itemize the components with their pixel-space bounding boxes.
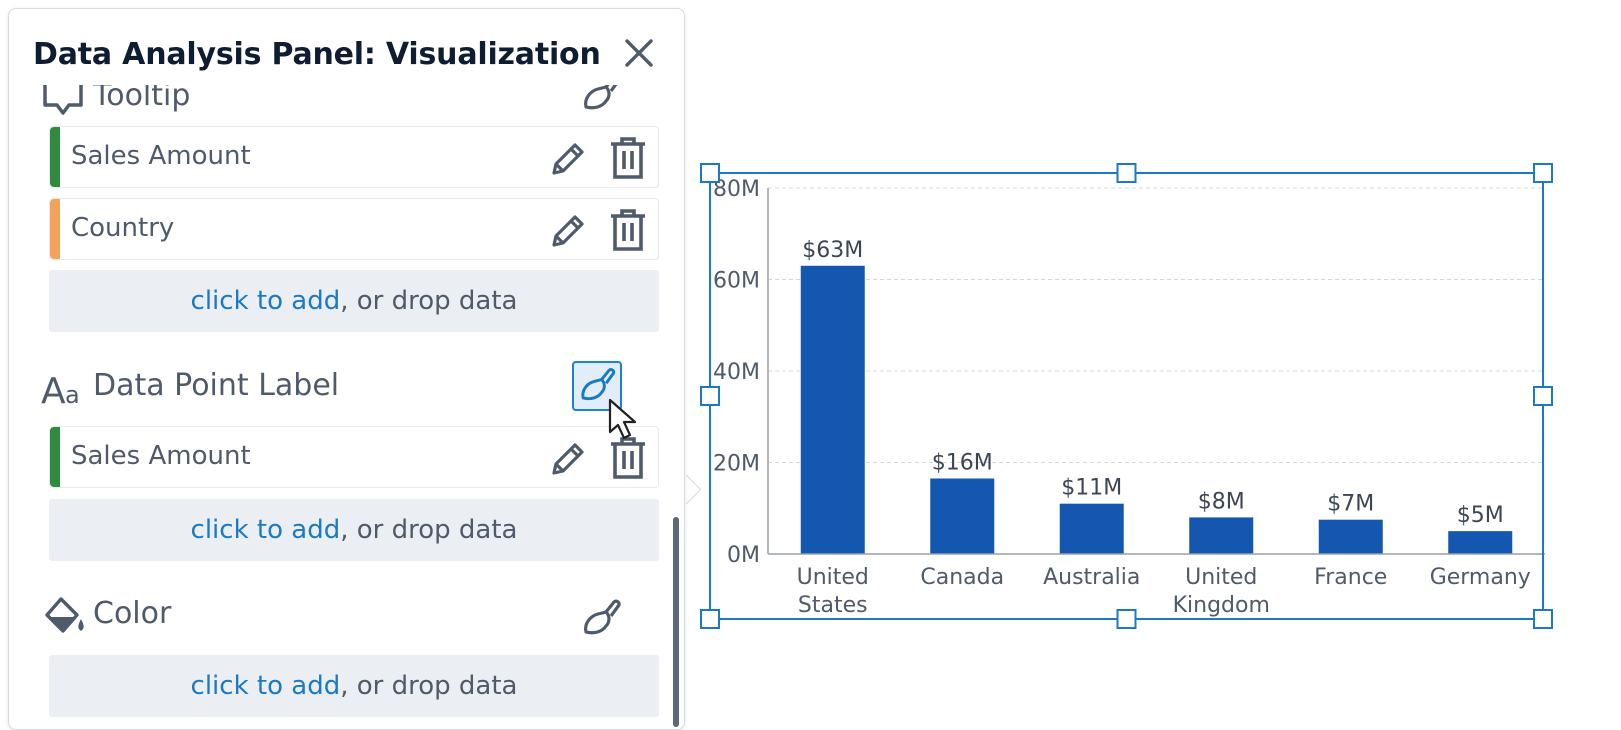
pencil-icon[interactable] — [548, 211, 588, 251]
tooltip-icon — [43, 81, 83, 115]
resize-handle[interactable] — [700, 163, 720, 183]
y-tick-label: 20M — [713, 452, 760, 477]
panel-content: Tooltip Sales Amount Country — [9, 9, 684, 729]
field-color-bar — [50, 427, 60, 487]
data-label: $7M — [1327, 492, 1374, 517]
field-label: Sales Amount — [71, 441, 251, 471]
y-tick-label: 0M — [727, 543, 760, 568]
field-color-bar — [50, 199, 60, 259]
chart-bar — [1448, 531, 1513, 554]
text-format-icon: A a — [41, 371, 80, 407]
resize-handle[interactable] — [700, 386, 720, 406]
trash-icon[interactable] — [608, 435, 648, 481]
x-tick-label: Kingdom — [1173, 593, 1270, 618]
resize-handle[interactable] — [1116, 609, 1137, 629]
bar-chart-svg: $63M $16M $11M $8M $7M $5M 0M 20M 40M 60M 80M Unit… — [700, 163, 1553, 629]
mouse-cursor-icon — [608, 398, 637, 440]
field-label: Sales Amount — [71, 141, 251, 171]
field-color-bar — [50, 127, 60, 187]
brush-icon — [584, 599, 621, 635]
tooltip-field-country[interactable]: Country — [49, 198, 659, 260]
pencil-icon[interactable] — [548, 139, 588, 179]
panel-title: Data Analysis Panel: Visualization — [33, 37, 601, 72]
tooltip-field-sales-amount[interactable]: Sales Amount — [49, 126, 659, 188]
section-color-label: Color — [93, 596, 172, 631]
svg-text:A: A — [41, 371, 66, 407]
chart-bar — [800, 265, 865, 554]
tooltip-drop-zone[interactable]: click to add, or drop data — [49, 270, 659, 332]
bar-chart[interactable]: $63M $16M $11M $8M $7M $5M 0M 20M 40M 60M 80M Unit… — [700, 160, 1570, 630]
svg-text:a: a — [65, 381, 80, 407]
resize-handle[interactable] — [1116, 163, 1137, 183]
data-label: $11M — [1061, 476, 1122, 501]
color-style-button[interactable] — [576, 594, 626, 644]
resize-handle[interactable] — [1533, 163, 1553, 183]
y-tick-label: 80M — [713, 177, 760, 202]
panel-header: Data Analysis Panel: Visualization — [9, 9, 684, 85]
chart-bar — [1318, 519, 1383, 554]
trash-icon[interactable] — [608, 207, 648, 253]
data-label: $16M — [932, 451, 993, 476]
close-icon[interactable] — [621, 35, 657, 71]
resize-handle[interactable] — [1533, 386, 1553, 406]
x-tick-label: United — [797, 565, 869, 590]
chart-bar — [1059, 503, 1124, 554]
data-analysis-panel: Tooltip Sales Amount Country — [8, 8, 685, 730]
data-label: $8M — [1198, 489, 1245, 514]
x-tick-label: United — [1185, 565, 1257, 590]
x-tick-label: States — [798, 593, 868, 618]
paint-bucket-icon — [45, 597, 84, 633]
drop-data-text: , or drop data — [340, 671, 518, 701]
section-data-point-label-label: Data Point Label — [93, 368, 340, 403]
resize-handle[interactable] — [1533, 609, 1553, 629]
label-drop-zone[interactable]: click to add, or drop data — [49, 499, 659, 561]
pencil-icon[interactable] — [548, 439, 588, 479]
brush-icon — [581, 368, 616, 401]
color-drop-zone[interactable]: click to add, or drop data — [49, 655, 659, 717]
data-label: $5M — [1457, 503, 1504, 528]
label-field-sales-amount[interactable]: Sales Amount — [49, 426, 659, 488]
data-label: $63M — [802, 238, 863, 263]
field-label: Country — [71, 213, 175, 243]
click-to-add-link[interactable]: click to add — [190, 286, 341, 316]
drop-data-text: , or drop data — [340, 515, 518, 545]
panel-scrollbar[interactable] — [673, 517, 679, 727]
drop-data-text: , or drop data — [340, 286, 518, 316]
click-to-add-link[interactable]: click to add — [190, 671, 341, 701]
y-tick-label: 40M — [713, 360, 760, 385]
trash-icon[interactable] — [608, 135, 648, 181]
x-tick-label: Australia — [1043, 565, 1140, 590]
click-to-add-link[interactable]: click to add — [190, 515, 341, 545]
x-tick-label: Germany — [1430, 565, 1531, 590]
resize-handle[interactable] — [700, 609, 720, 629]
chart-bar — [1189, 517, 1254, 554]
chart-bar — [930, 478, 995, 554]
x-tick-label: France — [1314, 565, 1387, 590]
y-tick-label: 60M — [713, 269, 760, 294]
x-tick-label: Canada — [920, 565, 1004, 590]
